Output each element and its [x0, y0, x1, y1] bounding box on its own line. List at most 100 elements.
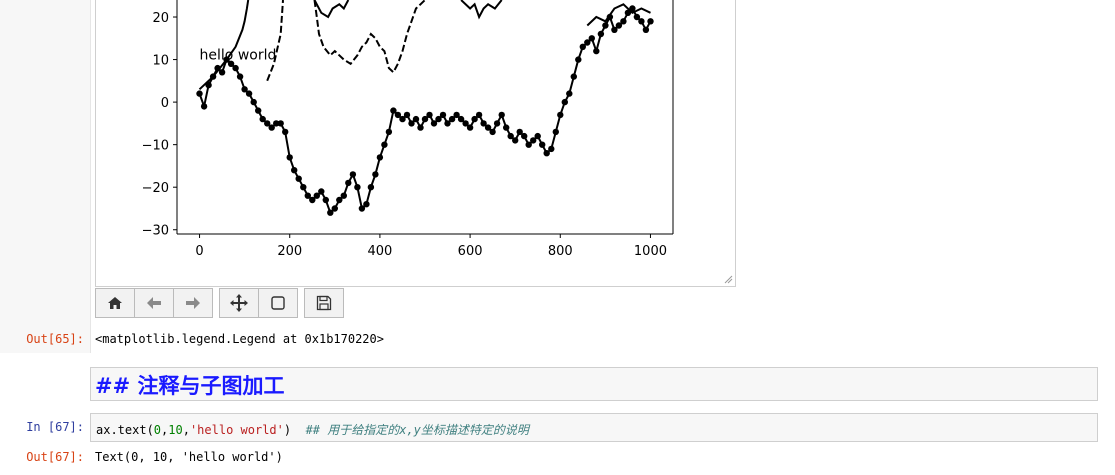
- pan-button[interactable]: [219, 288, 259, 318]
- series-6-point-26: [313, 192, 320, 199]
- series-6-point-75: [534, 132, 541, 140]
- series-6-point-76: [539, 141, 546, 148]
- series-6-point-43: [390, 107, 397, 114]
- back-button[interactable]: [134, 288, 174, 318]
- series-2-line: [313, 0, 350, 19]
- series-6-point-12: [250, 98, 257, 106]
- series-4-line: [460, 0, 503, 20]
- figure-toolbar: [95, 288, 344, 320]
- code-separator: ,: [161, 423, 169, 437]
- series-6-point-8: [232, 64, 239, 72]
- zoom-button[interactable]: [258, 288, 298, 318]
- series-6-point-40: [376, 154, 384, 161]
- series-6-point-37: [363, 201, 370, 208]
- arrow-right-icon: [186, 297, 200, 309]
- series-6-point-70: [512, 137, 519, 144]
- series-6-point-95: [624, 9, 632, 16]
- series-6-point-32: [340, 192, 347, 199]
- series-6-point-15: [264, 120, 271, 127]
- arrow-left-icon: [147, 297, 161, 309]
- series-6-point-94: [620, 18, 627, 25]
- series-6-point-47: [408, 120, 415, 127]
- x-tick-label-5: 1000: [634, 244, 667, 259]
- series-6-point-51: [426, 111, 433, 119]
- home-button[interactable]: [95, 288, 135, 318]
- series-6-point-25: [309, 196, 316, 204]
- series-6-point-79: [552, 128, 559, 136]
- series-6-point-92: [611, 26, 618, 33]
- x-tick-label-3: 600: [458, 244, 483, 259]
- y-tick-label-1: −20: [142, 181, 169, 196]
- series-6-line: [198, 6, 652, 215]
- series-3-line: [313, 0, 426, 74]
- series-6-point-96: [629, 5, 636, 12]
- series-6-point-7: [227, 60, 235, 67]
- series-6-point-65: [489, 128, 496, 136]
- output-text-67: Text(0, 10, 'hello world'): [95, 450, 283, 464]
- cell-gutter: [0, 0, 91, 353]
- matplotlib-figure[interactable]: 0 200 400 600 800 1000 −30 −20 −10 0 10 20 hello wor…: [95, 0, 736, 287]
- series-6-point-34: [349, 171, 357, 178]
- code-line[interactable]: ax.text(0,10,'hello world') ## 用于给指定的x,y…: [96, 421, 529, 438]
- series-6-point-98: [638, 18, 645, 25]
- series-5-line: [586, 3, 651, 27]
- series-6-point-90: [602, 22, 609, 29]
- plot-canvas[interactable]: 0 200 400 600 800 1000 −30 −20 −10 0 10 20 hello wor…: [96, 0, 737, 287]
- forward-button[interactable]: [173, 288, 213, 318]
- series-6-point-4: [214, 64, 221, 72]
- y-tick-label-3: 0: [161, 96, 169, 111]
- markdown-cell[interactable]: ## 注释与子图加工: [90, 367, 1098, 401]
- series-6-point-78: [548, 145, 555, 153]
- series-6-point-66: [493, 120, 501, 127]
- series-6-point-88: [593, 47, 600, 55]
- series-6-point-31: [336, 196, 343, 204]
- output-prompt-65: Out[65]:: [26, 332, 84, 346]
- code-cell-67[interactable]: ax.text(0,10,'hello world') ## 用于给指定的x,y…: [90, 413, 1098, 442]
- series-6-point-17: [273, 120, 280, 127]
- series-6-point-10: [241, 86, 248, 93]
- series-6-point-89: [597, 30, 605, 38]
- series-6-point-42: [385, 128, 393, 136]
- x-tick-label-2: 400: [367, 244, 392, 259]
- code-close-paren: ): [283, 423, 292, 437]
- series-6-point-87: [588, 35, 595, 42]
- series-6-point-52: [430, 120, 438, 127]
- series-6-point-54: [439, 111, 447, 119]
- series-6-point-46: [403, 111, 411, 119]
- series-6-point-6: [223, 56, 230, 63]
- y-tick-label-5: 20: [152, 11, 169, 26]
- series-6-point-73: [525, 141, 532, 148]
- series-6-point-91: [606, 13, 614, 21]
- series-6-point-57: [453, 111, 460, 119]
- series-6-point-68: [503, 124, 510, 131]
- series-6-point-64: [484, 124, 492, 131]
- code-comment: ## 用于给指定的x,y坐标描述特定的说明: [305, 423, 529, 437]
- series-6-point-9: [236, 73, 244, 80]
- resize-grip-icon[interactable]: [724, 275, 733, 284]
- series-6-point-60: [466, 124, 474, 131]
- x-tick-label-4: 800: [548, 244, 573, 259]
- series-6-point-2: [205, 81, 212, 89]
- x-tick-label-0: 0: [195, 244, 203, 259]
- input-prompt-67: In [67]:: [26, 420, 84, 434]
- series-6-point-13: [255, 107, 262, 114]
- series-6-point-33: [345, 179, 352, 187]
- series-6-point-100: [647, 18, 654, 25]
- series-6-point-83: [570, 73, 577, 80]
- series-6-point-69: [507, 132, 514, 140]
- save-button[interactable]: [304, 288, 344, 318]
- series-6-point-81: [561, 98, 568, 106]
- series-6-point-0: [196, 90, 203, 97]
- series-6-point-59: [462, 120, 469, 127]
- series-6-point-14: [259, 115, 266, 123]
- code-function: ax.text(: [96, 423, 154, 437]
- code-arg-string: 'hello world': [189, 423, 284, 437]
- series-6-point-67: [498, 111, 505, 119]
- series-6-point-50: [421, 115, 429, 123]
- toolbar-group-save: [304, 288, 344, 320]
- series-6-point-45: [399, 115, 406, 123]
- series-6-point-36: [358, 205, 366, 212]
- code-separator: ,: [182, 423, 190, 437]
- series-6-point-74: [530, 137, 537, 144]
- series-6-point-55: [444, 120, 451, 127]
